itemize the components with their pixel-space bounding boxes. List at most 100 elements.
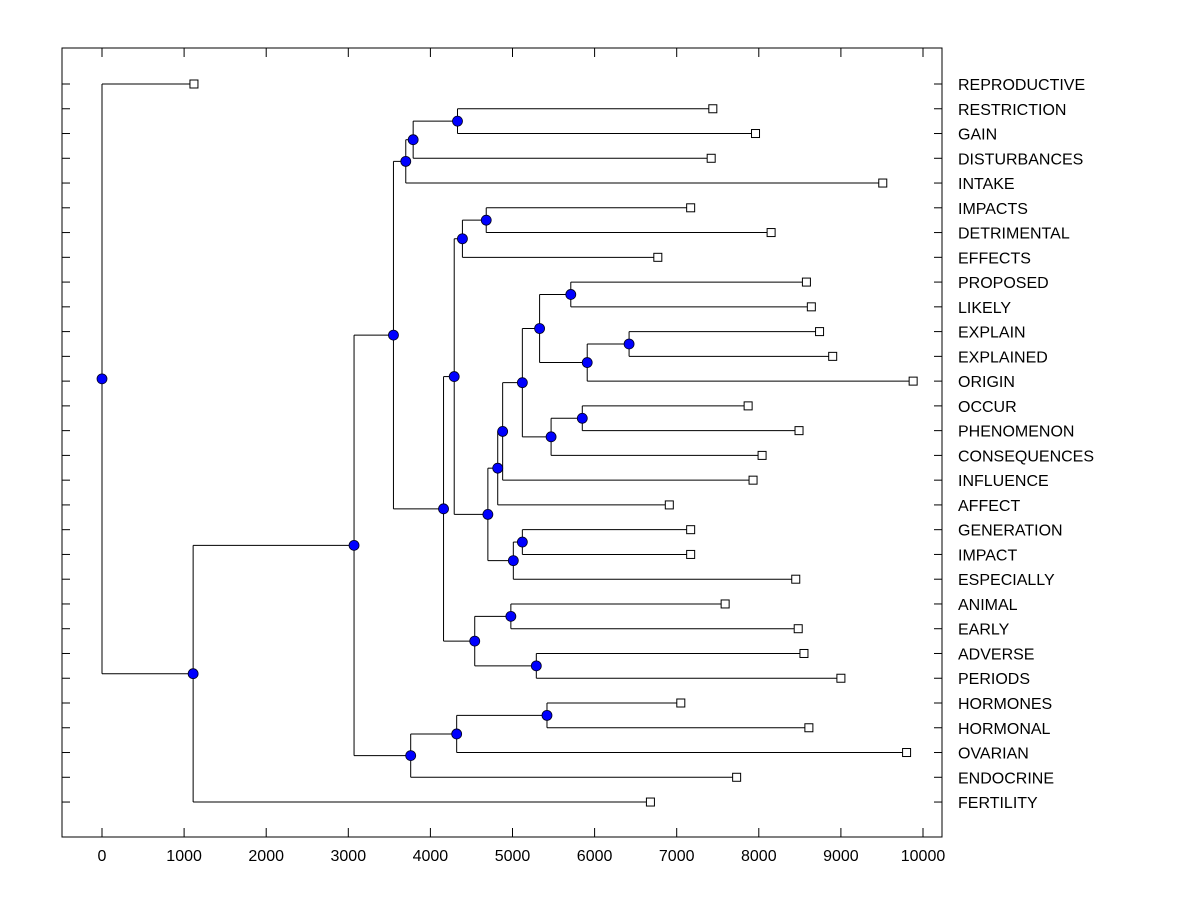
y-axis-ticks [62,83,942,803]
leaf-label: EXPLAIN [958,325,1026,342]
cluster-node [400,155,412,167]
x-tick-label: 1000 [166,848,202,865]
x-tick-label: 5000 [495,848,531,865]
cluster-node [530,660,542,672]
leaf-markers-layer [189,79,918,807]
cluster-node [187,668,199,680]
leaf-marker [878,178,888,188]
leaf-label: AFFECT [958,498,1020,515]
leaf-marker [645,797,655,807]
leaf-label: EFFECTS [958,250,1031,267]
leaf-labels: REPRODUCTIVE RESTRICTION GAIN DISTURBANCES I… [958,77,1094,812]
leaf-marker [676,698,686,708]
leaf-label: DISTURBANCES [958,151,1083,168]
plot-frame [61,47,943,838]
cluster-node [480,214,492,226]
leaf-marker [686,549,696,559]
cluster-node [576,412,588,424]
x-tick-label: 0 [98,848,107,865]
cluster-node [388,329,399,341]
leaf-marker [720,599,730,609]
leaf-marker [799,648,809,658]
leaf-marker [793,624,803,634]
leaf-marker [828,351,838,361]
cluster-node [492,462,504,474]
cluster-node [505,610,517,622]
leaf-label: PERIODS [958,671,1030,688]
cluster-node [565,289,577,300]
cluster-node [534,323,545,334]
x-tick-label: 8000 [741,848,777,865]
cluster-node [96,373,108,385]
leaf-label: ADVERSE [958,646,1034,663]
leaf-marker [189,79,199,89]
x-tick-label: 10000 [901,848,946,865]
leaf-marker [801,277,811,287]
cluster-node [348,539,360,551]
leaf-label: ENDOCRINE [958,770,1054,787]
leaf-label: HORMONES [958,696,1052,713]
cluster-node [451,728,463,740]
leaf-marker [748,475,758,485]
cluster-node [407,134,419,146]
cluster-node [469,635,481,647]
leaf-marker [908,376,918,386]
cluster-node [452,115,463,127]
leaf-label: OVARIAN [958,746,1029,763]
leaf-marker [751,129,761,139]
leaf-label: OCCUR [958,399,1017,416]
leaf-label: EARLY [958,622,1010,639]
cluster-node [497,426,509,437]
leaf-marker [686,525,696,535]
leaf-marker [836,673,846,683]
leaf-marker [766,228,776,238]
cluster-node [438,503,449,515]
cluster-node [405,750,417,762]
leaf-label: PROPOSED [958,275,1049,292]
leaf-label: ESPECIALLY [958,572,1055,589]
cluster-node [516,536,528,548]
leaf-marker [806,302,816,312]
cluster-node [541,709,553,721]
leaf-marker [757,450,767,460]
node-markers-layer [96,115,635,762]
x-tick-label: 6000 [577,848,613,865]
cluster-node [507,555,519,567]
leaf-label: PHENOMENON [958,424,1074,441]
leaf-marker [791,574,801,584]
x-tick-label: 7000 [659,848,695,865]
leaf-label: HORMONAL [958,721,1051,738]
leaf-marker [686,203,696,213]
cluster-node [448,371,460,382]
x-tick-label: 4000 [413,848,449,865]
leaf-label: ANIMAL [958,597,1018,614]
cluster-node [623,338,635,350]
leaf-marker [743,401,753,411]
x-tick-label: 3000 [331,848,367,865]
leaf-label: GAIN [958,127,997,144]
leaf-label: LIKELY [958,300,1011,317]
leaf-label: FERTILITY [958,795,1038,812]
leaf-label: EXPLAINED [958,349,1048,366]
leaf-marker [902,748,912,758]
leaf-marker [708,104,718,114]
leaf-label: IMPACTS [958,201,1028,218]
cluster-node [457,233,468,245]
cluster-node [581,357,593,368]
leaf-label: IMPACT [958,547,1017,564]
leaf-label: INFLUENCE [958,473,1049,490]
leaf-label: RESTRICTION [958,102,1066,119]
x-tick-label: 9000 [823,848,859,865]
leaf-marker [653,252,663,262]
leaf-label: REPRODUCTIVE [958,77,1085,94]
leaf-label: GENERATION [958,523,1063,540]
x-axis: 0 1000 2000 3000 4000 5000 6000 7000 8000 9000 100… [98,48,946,865]
cluster-node [545,431,557,443]
x-tick-label: 2000 [248,848,284,865]
leaf-label: DETRIMENTAL [958,226,1070,243]
leaf-marker [706,153,716,163]
leaf-marker [732,772,742,782]
leaf-label: INTAKE [958,176,1015,193]
links-layer [101,83,914,803]
